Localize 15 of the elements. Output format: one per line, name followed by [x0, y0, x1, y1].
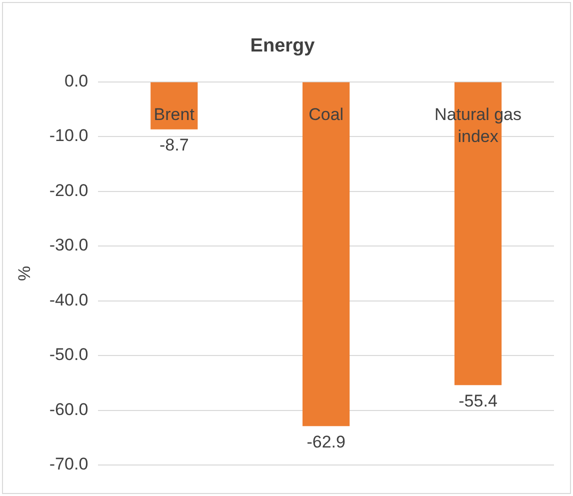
- chart-title: Energy: [250, 36, 316, 57]
- y-tick-label: -60.0: [49, 400, 88, 419]
- data-label: -55.4: [458, 391, 498, 410]
- y-tick-label: -70.0: [49, 454, 88, 474]
- y-tick-label: 0.0: [64, 71, 88, 90]
- y-tick-label: -10.0: [49, 126, 88, 146]
- y-axis-title: %: [14, 266, 34, 281]
- y-tick-label: -50.0: [49, 345, 88, 364]
- y-tick-label: -30.0: [49, 236, 88, 255]
- data-label: -62.9: [306, 432, 346, 452]
- x-tick-label: Brent: [154, 104, 195, 124]
- data-label: -8.7: [159, 136, 189, 155]
- x-tick-label: Coal: [308, 104, 344, 124]
- y-tick-label: -20.0: [49, 180, 88, 200]
- y-tick-label: -40.0: [49, 290, 88, 310]
